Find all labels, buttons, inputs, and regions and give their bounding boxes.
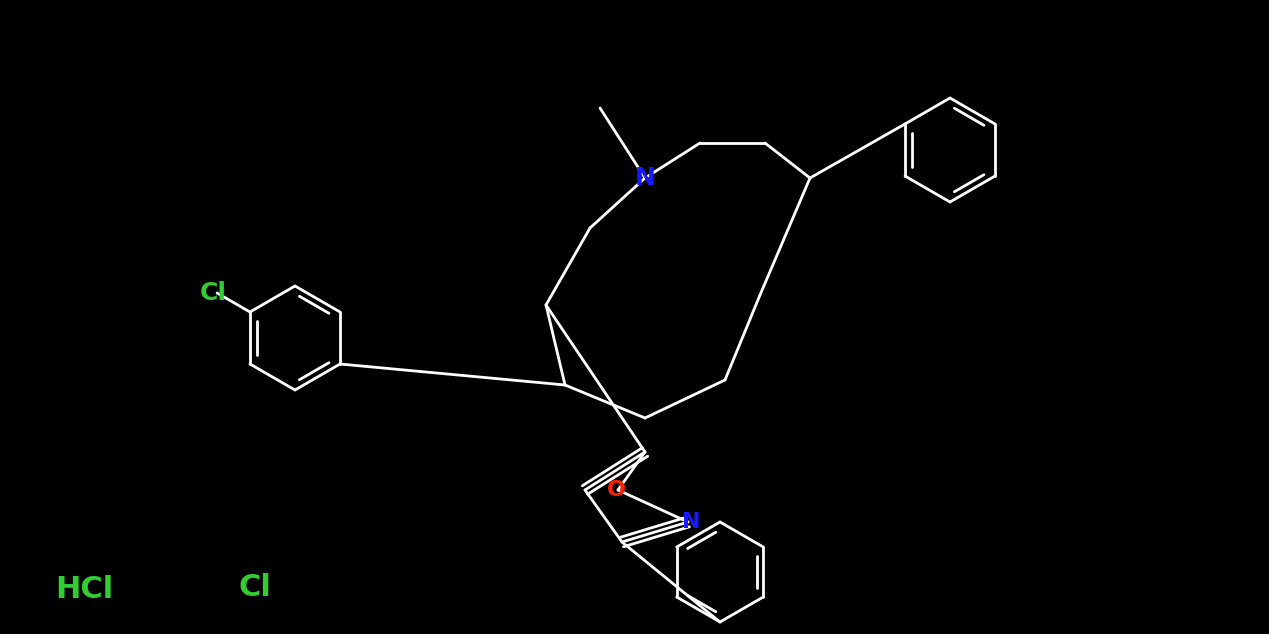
- Text: N: N: [634, 166, 655, 190]
- Text: O: O: [607, 480, 626, 500]
- Text: HCl: HCl: [55, 576, 113, 604]
- Text: Cl: Cl: [199, 281, 227, 305]
- Text: N: N: [681, 512, 700, 532]
- Text: Cl: Cl: [239, 574, 270, 602]
